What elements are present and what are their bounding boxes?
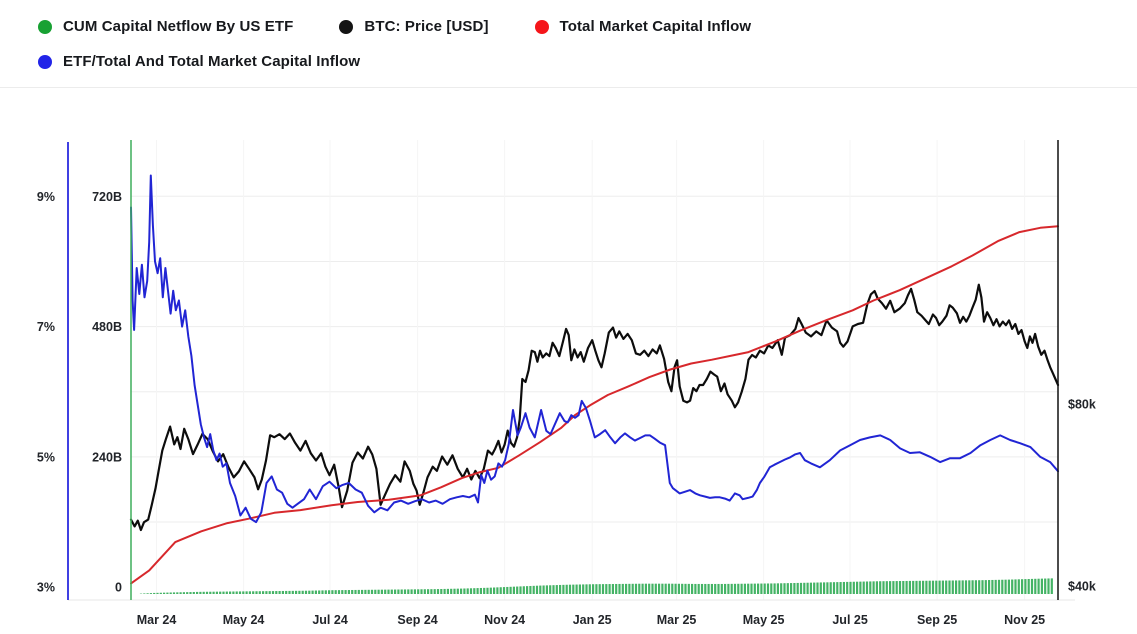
svg-text:5%: 5% xyxy=(37,450,55,464)
svg-text:May 25: May 25 xyxy=(743,613,785,627)
legend-item-etf-netflow[interactable]: CUM Capital Netflow By US ETF xyxy=(38,18,293,35)
svg-text:Nov 25: Nov 25 xyxy=(1004,613,1045,627)
svg-text:Nov 24: Nov 24 xyxy=(484,613,525,627)
series-etf-netflow-bars xyxy=(139,578,1053,594)
h-gridlines xyxy=(131,195,1058,523)
legend-label-etf-ratio: ETF/Total And Total Market Capital Inflo… xyxy=(63,53,361,70)
legend-label-etf-netflow: CUM Capital Netflow By US ETF xyxy=(63,18,294,35)
svg-text:Sep 24: Sep 24 xyxy=(397,613,437,627)
svg-text:Jan 25: Jan 25 xyxy=(573,613,612,627)
series-line xyxy=(130,225,1059,585)
green-dot-icon xyxy=(38,19,52,34)
legend-row-2: ETF/Total And Total Market Capital Inflo… xyxy=(38,44,1137,79)
svg-text:480B: 480B xyxy=(92,320,122,334)
red-dot-icon xyxy=(534,19,549,34)
svg-text:720B: 720B xyxy=(92,190,122,204)
legend-label-total-inflow: Total Market Capital Inflow xyxy=(559,18,752,35)
legend-item-etf-ratio[interactable]: ETF/Total And Total Market Capital Inflo… xyxy=(38,53,360,70)
svg-text:240B: 240B xyxy=(92,450,122,464)
svg-text:Mar 25: Mar 25 xyxy=(657,613,697,627)
b-axis-labels: 720B 480B 240B 0 xyxy=(92,190,122,595)
svg-text:Mar 24: Mar 24 xyxy=(137,613,177,627)
legend-row-1: CUM Capital Netflow By US ETF BTC: Price… xyxy=(38,9,1137,44)
legend-item-total-inflow[interactable]: Total Market Capital Inflow xyxy=(534,18,752,35)
pct-axis-labels: 9% 7% 5% 3% xyxy=(37,190,55,595)
legend-label-btc-price: BTC: Price [USD] xyxy=(364,18,489,35)
blue-dot-icon xyxy=(38,54,52,69)
svg-text:Jul 24: Jul 24 xyxy=(312,613,347,627)
svg-text:9%: 9% xyxy=(37,190,55,204)
svg-text:Jul 25: Jul 25 xyxy=(832,613,867,627)
legend-item-btc-price[interactable]: BTC: Price [USD] xyxy=(339,18,488,35)
svg-text:0: 0 xyxy=(115,581,122,595)
svg-text:$80k: $80k xyxy=(1068,398,1096,412)
v-gridlines xyxy=(156,140,1026,600)
black-dot-icon xyxy=(339,19,354,34)
btc-axis-labels: $80k $40k xyxy=(1068,398,1096,594)
svg-text:$40k: $40k xyxy=(1068,580,1096,594)
chart-legend: CUM Capital Netflow By US ETF BTC: Price… xyxy=(0,0,1137,88)
svg-text:7%: 7% xyxy=(37,320,55,334)
svg-text:May 24: May 24 xyxy=(223,613,265,627)
series-line xyxy=(129,283,1060,532)
series-line xyxy=(130,174,1059,524)
svg-text:Sep 25: Sep 25 xyxy=(917,613,957,627)
x-axis-labels: Mar 24 May 24 Jul 24 Sep 24 Nov 24 Jan 25 Mar … xyxy=(137,613,1045,627)
svg-text:3%: 3% xyxy=(37,581,55,595)
